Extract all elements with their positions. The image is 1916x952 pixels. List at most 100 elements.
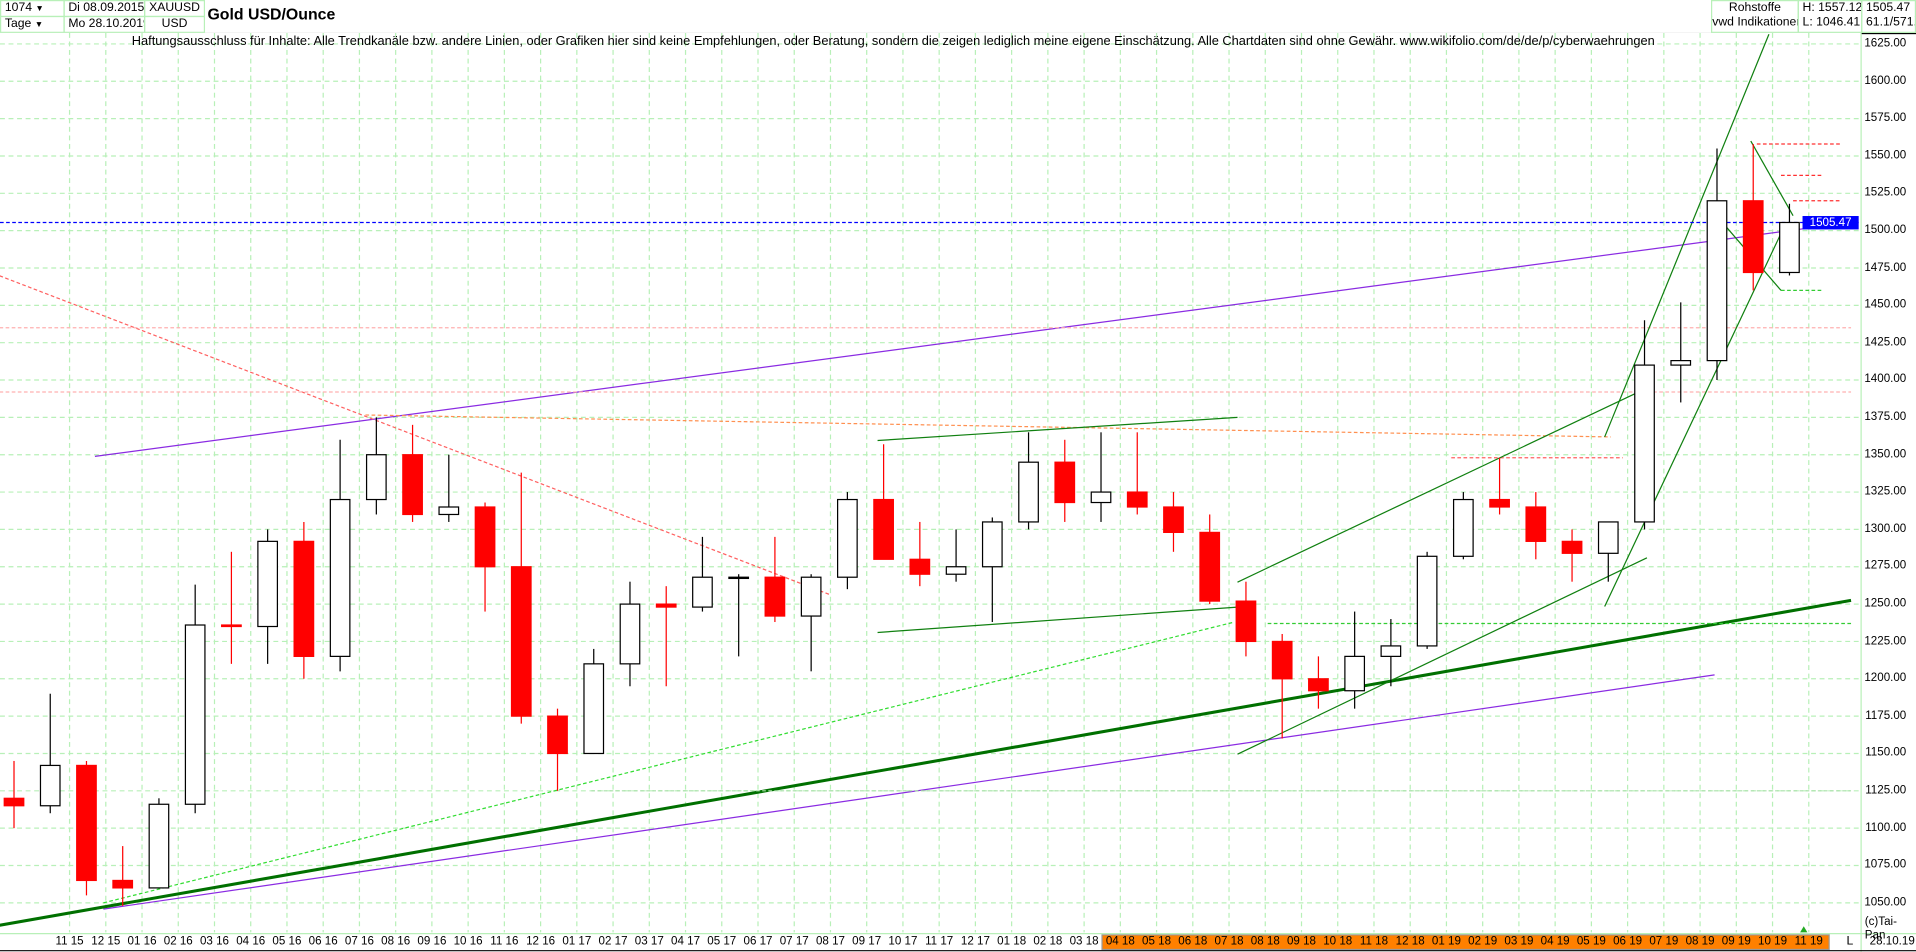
y-tick-label: 1475.00 [1864,260,1907,275]
candle-body [474,506,496,568]
x-tick-label: 10 16 [453,934,483,949]
highlight-band [1101,934,1830,951]
trendline [94,221,1852,457]
candle-body [1054,461,1076,504]
x-tick-label: 02 16 [163,934,193,949]
candle-body [365,454,387,501]
scale-mode-button[interactable]: L [1846,934,1854,949]
candle-body [1018,461,1039,523]
candle-body [1597,521,1619,554]
y-tick-label: 1275.00 [1864,559,1907,573]
candle-body [112,879,134,889]
x-tick-label: 08 17 [815,934,845,949]
candle-body [1489,498,1510,508]
trendline [1750,140,1794,217]
candle-body [800,576,822,617]
y-tick-label: 1425.00 [1864,335,1907,349]
x-tick-label: 04 19 [1540,934,1570,949]
x-tick-label: 06 16 [308,934,338,949]
y-tick-label: 1575.00 [1864,111,1907,125]
candle-body [547,715,568,755]
x-tick-label: 08 18 [1250,934,1280,949]
candle-body [583,663,605,755]
y-tick-label: 1525.00 [1864,185,1907,200]
candle-body [1634,364,1655,523]
x-tick-label: 02 19 [1468,934,1498,949]
y-tick-label: 1150.00 [1865,746,1907,760]
y-tick-label: 1450.00 [1864,298,1907,312]
candle-body [1344,655,1366,692]
candle-body [39,764,61,807]
candle-body [438,506,460,516]
copyright: (c)Tai-Pan [1864,915,1897,943]
trendline [0,598,1852,927]
trendline [1604,225,1786,607]
candle-body [510,566,532,717]
chart-title: Gold USD/Ounce [207,4,336,24]
x-tick-label: 11 15 [55,934,84,949]
y-tick-label: 1125.00 [1865,783,1907,797]
x-tick-label: 12 18 [1395,934,1425,949]
y-tick-label: 1250.00 [1864,596,1907,611]
y-tick-label: 1225.00 [1864,634,1907,648]
y-tick-label: 1550.00 [1864,148,1907,163]
x-tick-label: 09 19 [1721,934,1751,949]
candle-body [1308,678,1329,692]
candle-body [76,764,97,882]
y-tick-label: 1500.00 [1864,223,1907,237]
candle-body [1561,540,1583,554]
y-tick-label: 1175.00 [1865,708,1907,723]
x-tick-label: 01 16 [127,934,157,949]
trendline [1237,557,1648,755]
x-tick-label: 10 18 [1323,934,1353,949]
x-tick-label: 01 17 [562,934,592,949]
candle-body [1742,200,1764,274]
x-tick-label: 07 16 [344,934,374,949]
x-tick-label: 09 18 [1286,934,1317,949]
last-date: 28.10.19 [1869,934,1915,949]
x-tick-label: 06 19 [1613,934,1643,949]
x-tick-label: 02 17 [598,934,628,949]
candle-body [221,624,242,628]
plot-area [0,32,1862,933]
x-tick-label: 12 17 [960,934,990,949]
x-tick-label: 07 19 [1649,934,1679,949]
candle-body [257,540,279,628]
x-tick-label: 11 17 [925,934,954,949]
candle-body [1271,640,1293,680]
candle-body [1416,555,1438,647]
candle-body [981,521,1003,568]
trendline [1604,33,1770,438]
candle-body [1380,645,1402,657]
x-tick-label: 01 19 [1431,934,1461,949]
candle-body [293,540,315,657]
period-value: Tage [4,17,32,31]
y-tick-label: 1100.00 [1865,820,1907,835]
candle-body [1452,498,1474,557]
y-tick-label: 1200.00 [1864,671,1907,685]
candle-body [1090,491,1112,504]
candle-body [148,803,170,889]
candle-body [728,576,750,580]
y-tick-label: 1350.00 [1864,447,1907,461]
candle-body [1126,491,1148,508]
trendline [0,275,830,595]
candle-body [619,603,641,665]
candle-body [1199,531,1221,602]
candle-body [945,566,967,575]
candle-body [1706,200,1728,362]
candle-body [3,797,25,807]
x-tick-label: 05 18 [1142,934,1172,949]
candle-body [1235,600,1257,643]
trendline [1237,387,1648,583]
x-tick-label: 07 18 [1214,934,1244,949]
candle-body [873,498,894,560]
candle-body [1525,506,1547,542]
x-tick-label: 04 17 [671,934,701,949]
candle-body [764,576,786,617]
disclaimer-text: Haftungsausschluss für Inhalte: Alle Tre… [131,34,1655,49]
candle-body [329,498,351,657]
candle-body [692,576,713,608]
candle-body [402,454,423,516]
